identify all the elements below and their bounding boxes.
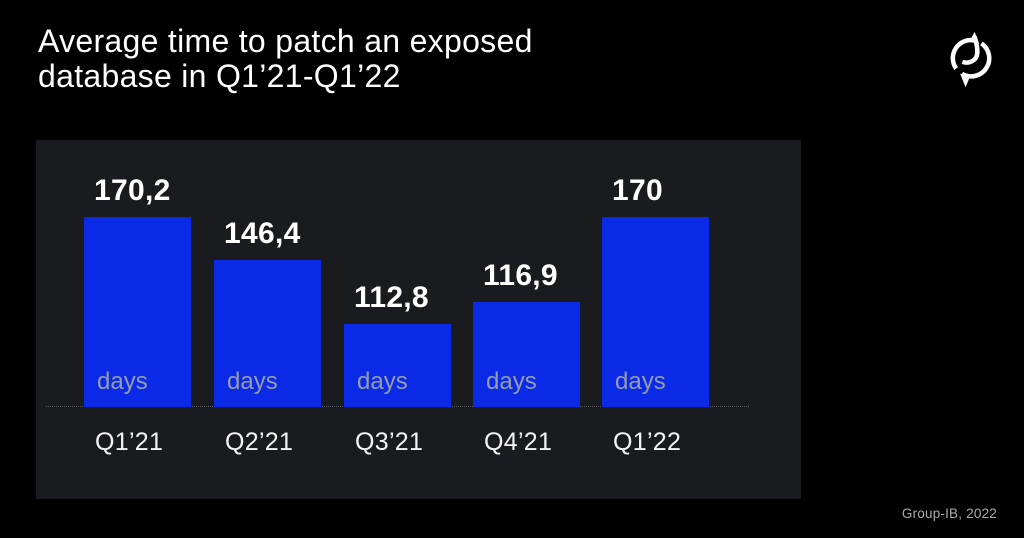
- x-axis-label-q4-21: Q4’21: [484, 428, 553, 456]
- bar-q4-21: days: [473, 302, 580, 407]
- page-title: Average time to patch an exposed databas…: [38, 24, 533, 94]
- bar-value-label: 112,8: [354, 281, 429, 314]
- bar-q2-21: days: [214, 260, 321, 407]
- x-axis-label-q1-21: Q1’21: [95, 428, 164, 456]
- credit-text: Group-IB, 2022: [901, 506, 997, 521]
- x-axis-label-q3-21: Q3’21: [355, 428, 424, 456]
- chart-panel: 170,2 days Q1’21 146,4 days Q2’21 112,8 …: [36, 140, 801, 499]
- bar-value-label: 146,4: [224, 217, 301, 250]
- bar-group-q1-22: 170 days Q1’22: [602, 174, 709, 456]
- bar-value-label: 170,2: [94, 174, 171, 207]
- bar-q1-21: days: [84, 217, 191, 407]
- bar-group-q4-21: 116,9 days Q4’21: [473, 259, 580, 456]
- bar-group-q3-21: 112,8 days Q3’21: [344, 281, 451, 456]
- bar-q3-21: days: [344, 324, 451, 407]
- bar-group-q1-21: 170,2 days Q1’21: [84, 174, 191, 456]
- bar-value-label: 170: [612, 174, 663, 207]
- bar-group-q2-21: 146,4 days Q2’21: [214, 217, 321, 456]
- bar-q1-22: days: [602, 217, 709, 407]
- bar-unit-label: days: [486, 368, 537, 395]
- bar-value-label: 116,9: [483, 259, 558, 292]
- title-line-2: database in Q1’21-Q1’22: [38, 58, 401, 94]
- bar-unit-label: days: [357, 368, 408, 395]
- x-axis-label-q1-22: Q1’22: [613, 428, 682, 456]
- x-axis-label-q2-21: Q2’21: [225, 428, 294, 456]
- title-line-1: Average time to patch an exposed: [38, 23, 533, 59]
- bar-unit-label: days: [227, 368, 278, 395]
- group-ib-logo-icon: [950, 31, 992, 88]
- bar-unit-label: days: [615, 368, 666, 395]
- bar-unit-label: days: [97, 368, 148, 395]
